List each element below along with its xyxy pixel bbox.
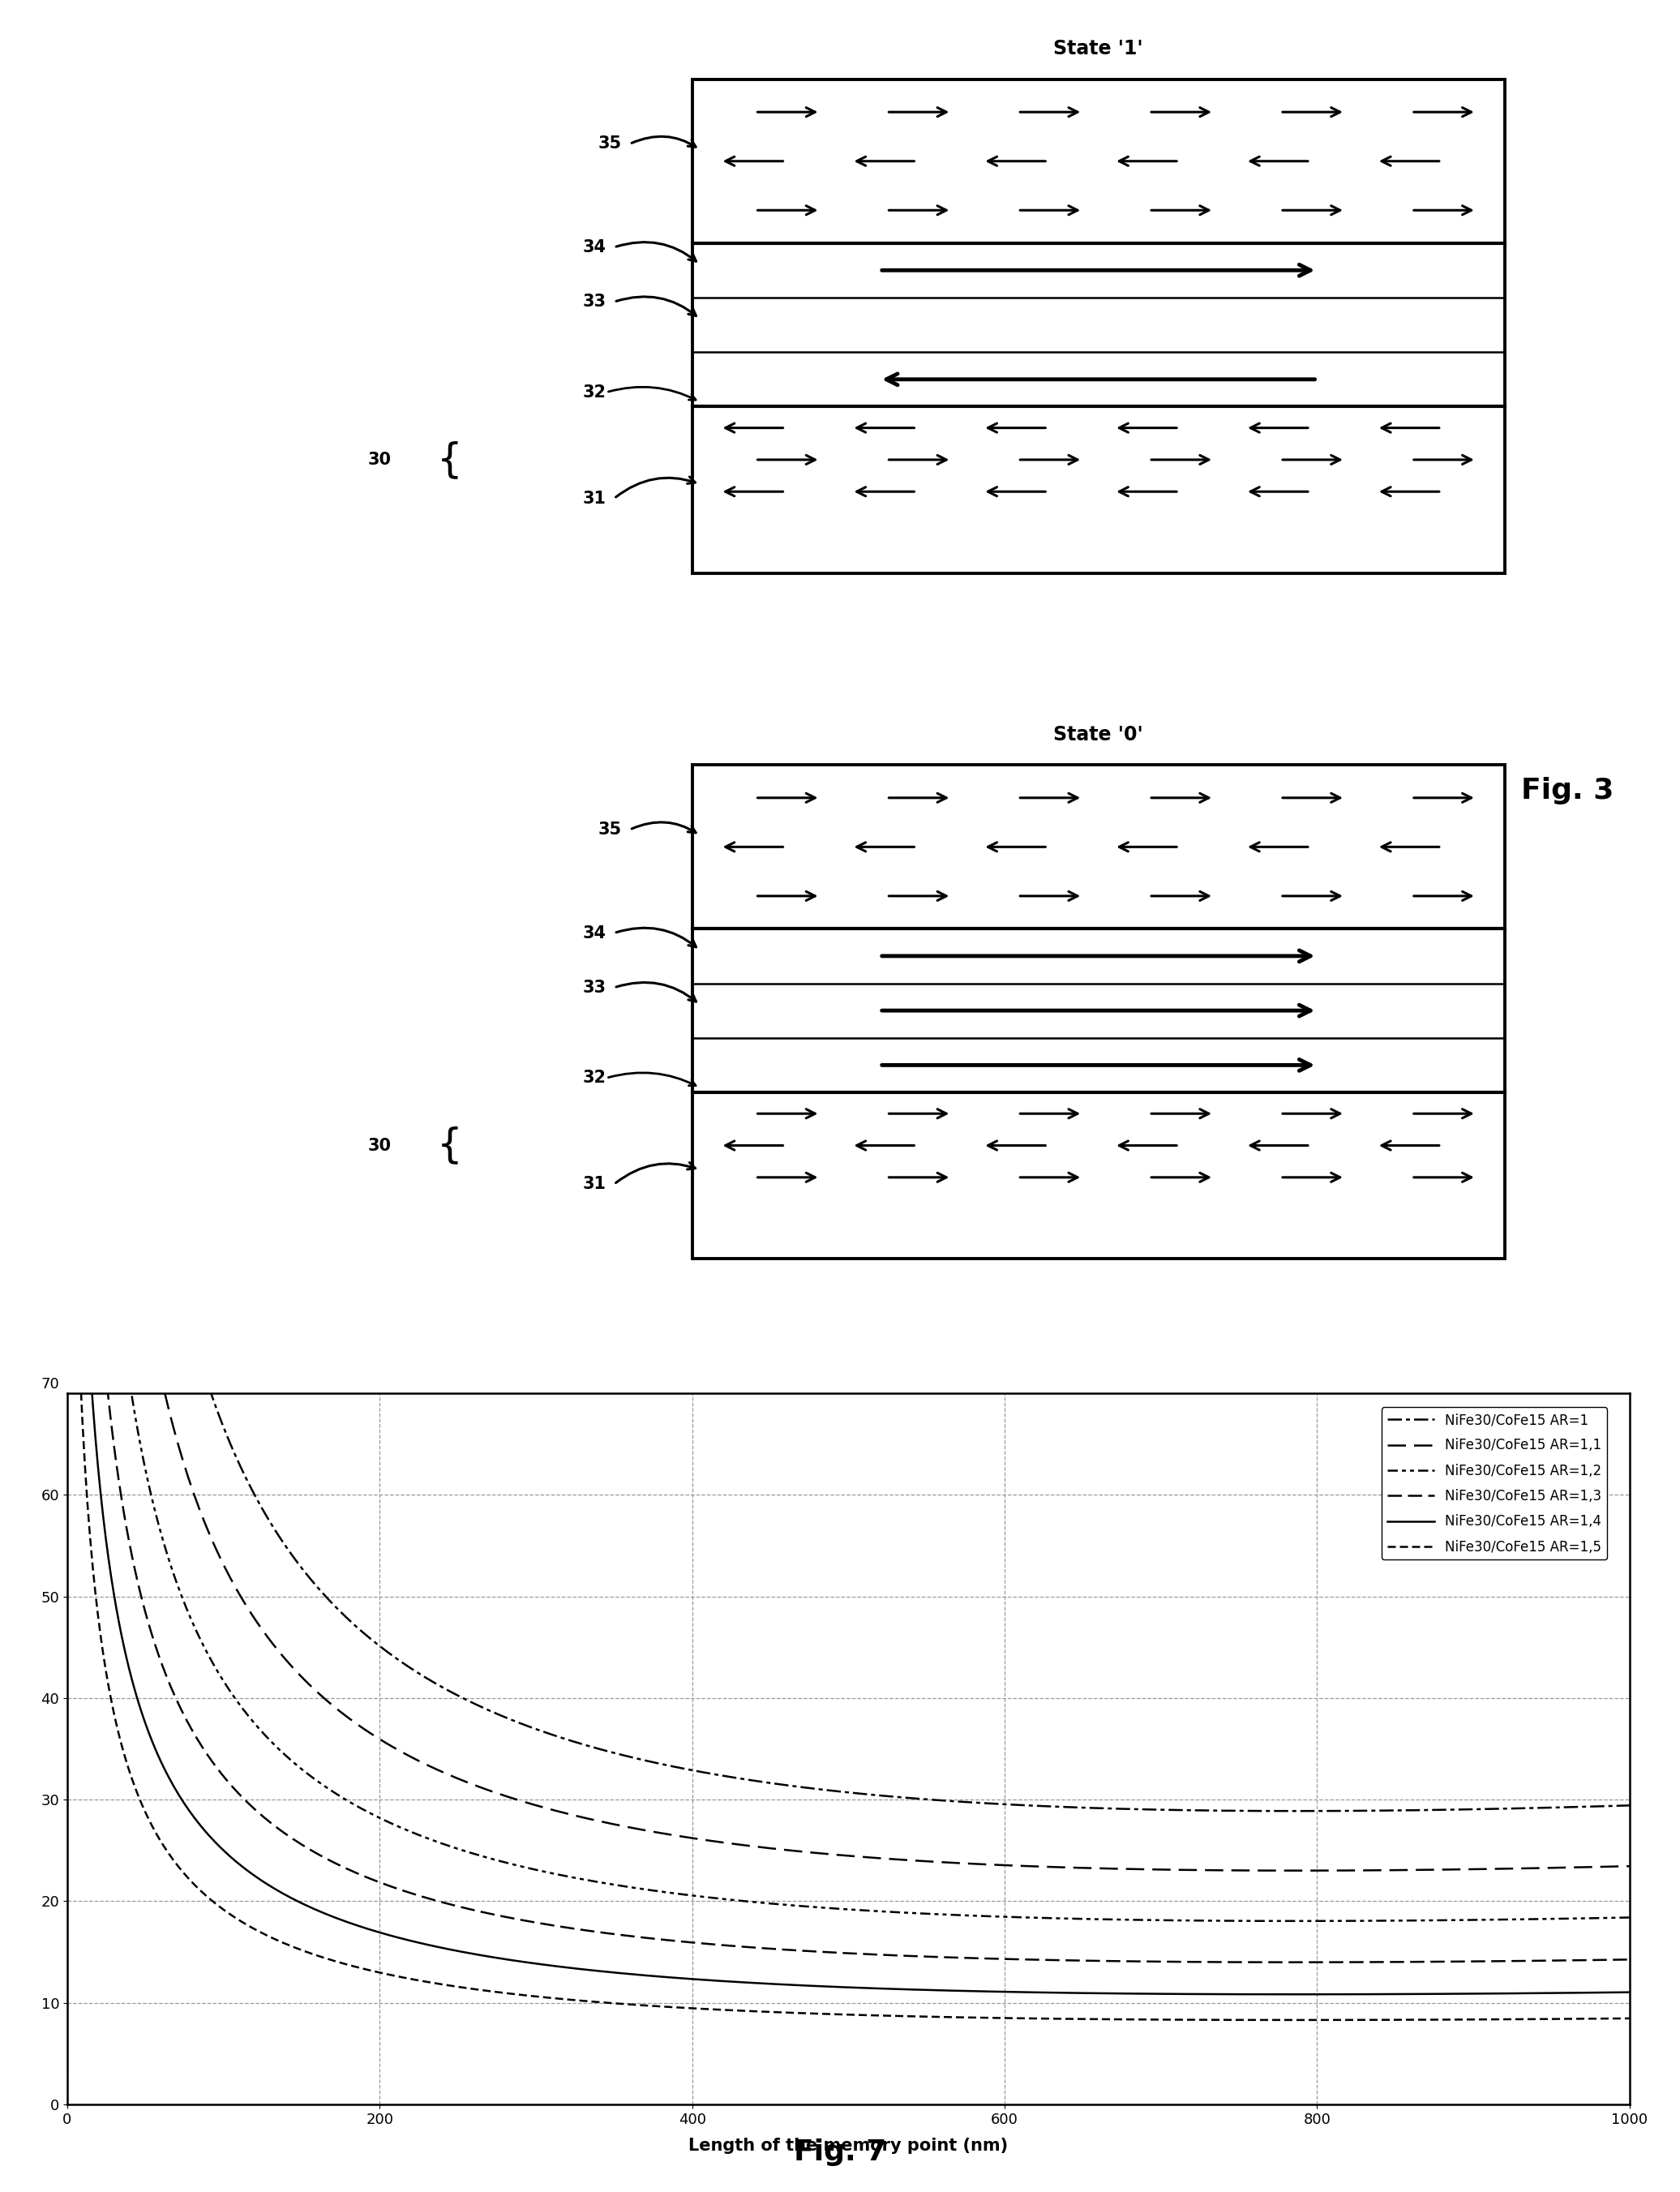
Bar <box>692 79 1505 572</box>
Text: 34: 34 <box>583 925 606 940</box>
Text: State '0': State '0' <box>1053 726 1144 745</box>
Text: 35: 35 <box>598 822 622 837</box>
NiFe30/CoFe15 AR=1 <box>1102 1795 1122 1822</box>
Line: NiFe30/CoFe15 AR=1,2: NiFe30/CoFe15 AR=1,2 <box>72 0 1630 1920</box>
NiFe30/CoFe15 AR=1,1 <box>1102 1854 1122 1881</box>
Bar <box>692 765 1505 1258</box>
NiFe30/CoFe15 AR=1,3 <box>1235 1949 1255 1975</box>
Text: {: { <box>437 441 464 480</box>
Text: 35: 35 <box>598 136 622 151</box>
Text: 32: 32 <box>583 384 606 401</box>
NiFe30/CoFe15 AR=1,5 <box>1620 2006 1640 2032</box>
Text: 31: 31 <box>583 491 606 506</box>
NiFe30/CoFe15 AR=1,1 <box>338 1703 358 1729</box>
NiFe30/CoFe15 AR=1,4 <box>1287 1982 1307 2008</box>
NiFe30/CoFe15 AR=1,3 <box>462 1896 482 1922</box>
Legend: NiFe30/CoFe15 AR=1, NiFe30/CoFe15 AR=1,1, NiFe30/CoFe15 AR=1,2, NiFe30/CoFe15 AR: NiFe30/CoFe15 AR=1, NiFe30/CoFe15 AR=1,1… <box>1381 1407 1608 1561</box>
Line: NiFe30/CoFe15 AR=1,3: NiFe30/CoFe15 AR=1,3 <box>72 392 1630 1962</box>
Text: 32: 32 <box>583 1070 606 1085</box>
NiFe30/CoFe15 AR=1,3 <box>1102 1949 1122 1975</box>
NiFe30/CoFe15 AR=1,4 <box>62 767 82 794</box>
NiFe30/CoFe15 AR=1,3 <box>766 1936 786 1962</box>
NiFe30/CoFe15 AR=1,2 <box>979 1903 1000 1929</box>
Text: 30: 30 <box>368 1138 391 1153</box>
NiFe30/CoFe15 AR=1,3 <box>338 1857 358 1883</box>
Text: Fig. 7: Fig. 7 <box>793 2137 887 2166</box>
NiFe30/CoFe15 AR=1,2 <box>1287 1907 1307 1933</box>
Text: Fig. 3: Fig. 3 <box>1520 776 1614 804</box>
NiFe30/CoFe15 AR=1,5 <box>766 1999 786 2025</box>
NiFe30/CoFe15 AR=1,2 <box>766 1892 786 1918</box>
NiFe30/CoFe15 AR=1,4 <box>1235 1982 1255 2008</box>
NiFe30/CoFe15 AR=1,3 <box>1287 1949 1307 1975</box>
NiFe30/CoFe15 AR=1,2 <box>1235 1907 1255 1933</box>
NiFe30/CoFe15 AR=1,5 <box>62 1076 82 1103</box>
NiFe30/CoFe15 AR=1,4 <box>338 1909 358 1936</box>
Line: NiFe30/CoFe15 AR=1,1: NiFe30/CoFe15 AR=1,1 <box>72 0 1630 1870</box>
Text: 33: 33 <box>583 980 606 995</box>
Text: 31: 31 <box>583 1177 606 1192</box>
Text: 30: 30 <box>368 452 391 467</box>
NiFe30/CoFe15 AR=1,1 <box>766 1837 786 1863</box>
NiFe30/CoFe15 AR=1,4 <box>1102 1979 1122 2006</box>
X-axis label: Length of the memory point (nm): Length of the memory point (nm) <box>689 2137 1008 2155</box>
Text: 70: 70 <box>40 1377 59 1392</box>
NiFe30/CoFe15 AR=1,4 <box>979 1979 1000 2006</box>
NiFe30/CoFe15 AR=1,1 <box>1235 1857 1255 1883</box>
NiFe30/CoFe15 AR=1,1 <box>979 1852 1000 1879</box>
NiFe30/CoFe15 AR=1,4 <box>462 1940 482 1966</box>
Text: 33: 33 <box>583 294 606 309</box>
Line: NiFe30/CoFe15 AR=1: NiFe30/CoFe15 AR=1 <box>72 0 1630 1811</box>
NiFe30/CoFe15 AR=1,1 <box>462 1771 482 1797</box>
NiFe30/CoFe15 AR=1,5 <box>1287 2008 1307 2034</box>
Line: NiFe30/CoFe15 AR=1,4: NiFe30/CoFe15 AR=1,4 <box>72 780 1630 1995</box>
NiFe30/CoFe15 AR=1,2 <box>1102 1907 1122 1933</box>
NiFe30/CoFe15 AR=1,5 <box>979 2006 1000 2032</box>
NiFe30/CoFe15 AR=1,5 <box>1102 2006 1122 2032</box>
NiFe30/CoFe15 AR=1 <box>1620 1793 1640 1819</box>
NiFe30/CoFe15 AR=1 <box>766 1771 786 1797</box>
Line: NiFe30/CoFe15 AR=1,5: NiFe30/CoFe15 AR=1,5 <box>72 1089 1630 2021</box>
NiFe30/CoFe15 AR=1 <box>1235 1797 1255 1824</box>
NiFe30/CoFe15 AR=1,2 <box>1620 1905 1640 1931</box>
NiFe30/CoFe15 AR=1,5 <box>1235 2008 1255 2034</box>
NiFe30/CoFe15 AR=1,1 <box>1620 1852 1640 1879</box>
NiFe30/CoFe15 AR=1,3 <box>1620 1946 1640 1973</box>
NiFe30/CoFe15 AR=1,5 <box>462 1975 482 2001</box>
NiFe30/CoFe15 AR=1,4 <box>766 1971 786 1997</box>
NiFe30/CoFe15 AR=1,5 <box>338 1951 358 1977</box>
NiFe30/CoFe15 AR=1 <box>462 1690 482 1716</box>
Text: State '1': State '1' <box>1053 39 1142 59</box>
NiFe30/CoFe15 AR=1,3 <box>62 379 82 406</box>
NiFe30/CoFe15 AR=1,2 <box>462 1839 482 1865</box>
NiFe30/CoFe15 AR=1,1 <box>1287 1857 1307 1883</box>
NiFe30/CoFe15 AR=1,2 <box>338 1786 358 1813</box>
Text: {: { <box>437 1127 464 1164</box>
NiFe30/CoFe15 AR=1,4 <box>1620 1979 1640 2006</box>
NiFe30/CoFe15 AR=1 <box>979 1791 1000 1817</box>
NiFe30/CoFe15 AR=1 <box>1287 1797 1307 1824</box>
NiFe30/CoFe15 AR=1 <box>338 1605 358 1631</box>
NiFe30/CoFe15 AR=1,3 <box>979 1946 1000 1973</box>
Text: 34: 34 <box>583 239 606 256</box>
